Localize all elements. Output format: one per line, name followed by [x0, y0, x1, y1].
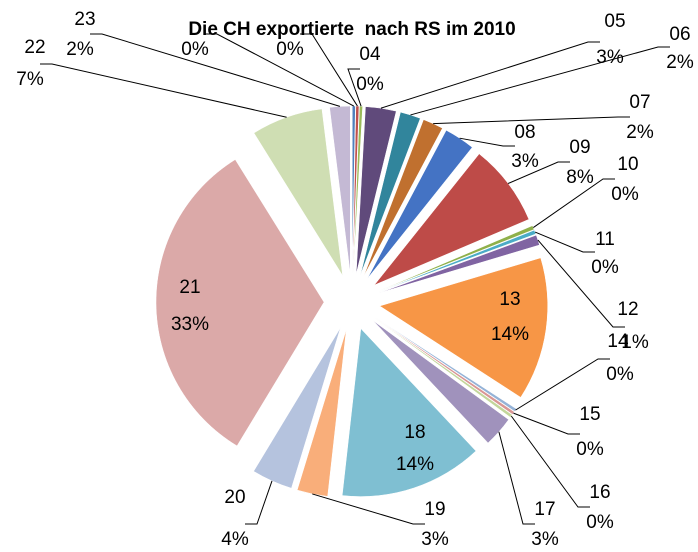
slice-value-label: 0%: [586, 512, 614, 533]
leader-line: [410, 46, 670, 116]
leader-line: [510, 415, 590, 508]
slice-value-label: 0%: [356, 74, 384, 95]
leader-line: [90, 33, 341, 107]
slice-value-label: 14%: [396, 454, 434, 475]
leader-line: [347, 68, 362, 107]
slice-category-label: 15: [579, 404, 600, 425]
slice-value-label: 0%: [606, 364, 634, 385]
leader-line: [433, 116, 630, 125]
slice-value-label: 0%: [591, 257, 619, 278]
slice-category-label: 19: [424, 499, 445, 520]
slice-value-label: 0%: [276, 39, 304, 60]
slice-value-label: 8%: [566, 167, 594, 188]
slice-category-label: 16: [589, 482, 610, 503]
slice-category-label: 08: [514, 122, 535, 143]
slice-category-label: 22: [24, 37, 45, 58]
slice-value-label: 0%: [576, 439, 604, 460]
slice-category-label: 18: [404, 422, 425, 443]
pie-slice: [329, 105, 351, 275]
slice-category-label: 20: [224, 487, 245, 508]
leader-line: [459, 137, 515, 147]
slice-value-label: 33%: [171, 314, 209, 335]
pie-slice: [374, 317, 515, 415]
pie-slice: [378, 229, 537, 293]
leader-line: [300, 33, 358, 107]
pie-slice: [379, 257, 548, 398]
leader-line: [380, 41, 600, 109]
leader-line: [507, 161, 570, 184]
slice-category-label: 07: [629, 92, 650, 113]
leader-line: [205, 33, 355, 107]
leader-line: [513, 412, 580, 435]
pie-slice: [353, 105, 363, 275]
slice-value-label: 7%: [16, 69, 44, 90]
slice-category-label: 17: [534, 499, 555, 520]
slice-category-label: 06: [669, 24, 690, 45]
slice-value-label: 14%: [491, 324, 529, 345]
slice-category-label: 21: [179, 277, 200, 298]
leader-line: [515, 358, 610, 411]
pie-slice: [372, 320, 510, 444]
slice-value-label: 1%: [621, 332, 649, 353]
leader-line: [312, 493, 425, 525]
pie-slice: [253, 327, 341, 489]
slice-category-label: 12: [617, 299, 638, 320]
leader-line: [245, 480, 273, 525]
pie-slice: [253, 108, 343, 276]
pie-slice: [355, 106, 397, 275]
slice-value-label: 0%: [611, 184, 639, 205]
slice-value-label: 3%: [531, 529, 559, 550]
pie-slice: [363, 119, 443, 277]
slice-value-label: 2%: [66, 39, 94, 60]
pie-slice: [374, 318, 513, 418]
slice-category-label: 23: [74, 9, 95, 30]
slice-value-label: 4%: [221, 529, 249, 550]
pie-slice: [341, 327, 477, 497]
slice-category-label: 11: [595, 229, 615, 250]
slice-category-label: 05: [604, 11, 625, 32]
pie-slice: [367, 129, 473, 279]
leader-line: [498, 431, 535, 525]
slice-value-label: 2%: [626, 122, 654, 143]
slice-category-label: 09: [569, 137, 590, 158]
slice-value-label: 0%: [181, 39, 209, 60]
leader-line: [534, 231, 595, 253]
slice-value-label: 3%: [421, 529, 449, 550]
slice-value-label: 3%: [596, 47, 624, 68]
pie-slice: [155, 159, 325, 447]
slice-category-label: 14: [607, 331, 629, 352]
leader-line: [537, 239, 625, 328]
leader-line: [533, 178, 615, 228]
slice-category-label: 04: [359, 44, 381, 65]
slice-category-label: 13: [499, 289, 520, 310]
leader-line: [40, 63, 287, 118]
slice-value-label: 2%: [666, 52, 694, 73]
slice-category-label: 10: [617, 154, 638, 175]
chart-title: Die CH exportierte nach RS im 2010: [188, 19, 515, 40]
slice-value-label: 3%: [511, 151, 539, 172]
